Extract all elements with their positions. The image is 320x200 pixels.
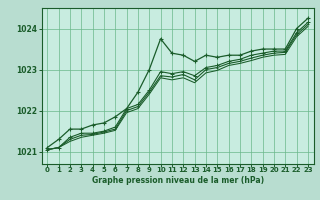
X-axis label: Graphe pression niveau de la mer (hPa): Graphe pression niveau de la mer (hPa) — [92, 176, 264, 185]
